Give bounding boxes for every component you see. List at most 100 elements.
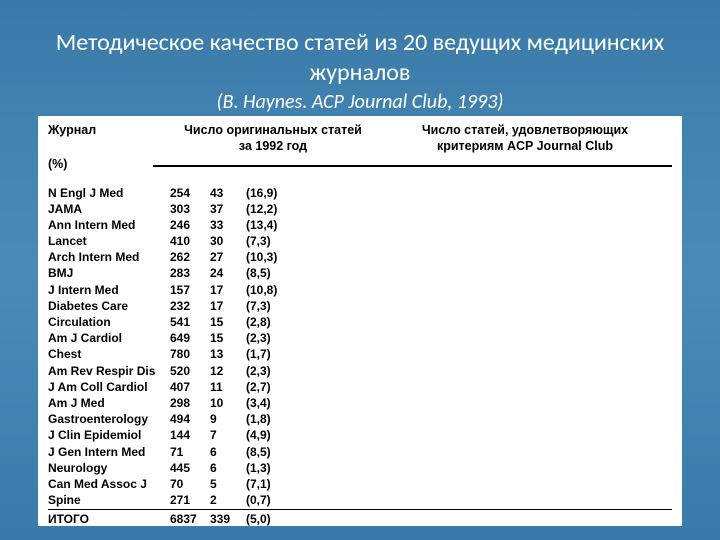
cell-journal: Diabetes Care	[48, 298, 170, 314]
cell-v1: 407	[170, 379, 210, 395]
cell-v2: 43	[210, 185, 246, 201]
cell-v3: (8,5)	[246, 265, 271, 281]
cell-v2: 2	[210, 492, 246, 508]
cell-v1: 283	[170, 265, 210, 281]
table-row: Lancet41030(7,3)	[48, 233, 672, 249]
header-col-criteria-l1: Число статей, удовлетворяющих	[422, 123, 628, 137]
table-row: J Intern Med15717(10,8)	[48, 282, 672, 298]
table-row: J Gen Intern Med716(8,5)	[48, 444, 672, 460]
cell-v3: (8,5)	[246, 444, 271, 460]
table-row: Arch Intern Med26227(10,3)	[48, 249, 672, 265]
cell-journal: Can Med Assoc J	[48, 476, 170, 492]
table-row: Gastroenterology4949(1,8)	[48, 411, 672, 427]
table-row: J Clin Epidemiol1447(4,9)	[48, 427, 672, 443]
cell-journal: Am J Med	[48, 395, 170, 411]
cell-journal: Circulation	[48, 314, 170, 330]
cell-v1: 271	[170, 492, 210, 508]
cell-v1: 144	[170, 427, 210, 443]
cell-journal: Am Rev Respir Dis	[48, 363, 170, 379]
header-pct-row: (%)	[48, 157, 672, 171]
table-row: Am Rev Respir Dis52012(2,3)	[48, 363, 672, 379]
cell-v2: 37	[210, 201, 246, 217]
cell-v3: (1,7)	[246, 346, 271, 362]
cell-v1: 157	[170, 282, 210, 298]
cell-v3: (3,4)	[246, 395, 271, 411]
cell-journal: Neurology	[48, 460, 170, 476]
header-col-journal: Журнал	[48, 122, 168, 155]
cell-v1: 246	[170, 217, 210, 233]
cell-journal: J Am Coll Cardiol	[48, 379, 170, 395]
title-sub: (B. Haynes. ACP Journal Club, 1993)	[50, 90, 670, 114]
cell-v3: (10,3)	[246, 249, 277, 265]
table-row: Chest78013(1,7)	[48, 346, 672, 362]
total-row: ИТОГО 6837 339 (5,0)	[48, 511, 672, 527]
cell-journal: J Intern Med	[48, 282, 170, 298]
cell-v1: 780	[170, 346, 210, 362]
cell-v3: (16,9)	[246, 185, 277, 201]
cell-v1: 649	[170, 330, 210, 346]
table-row: Neurology4456(1,3)	[48, 460, 672, 476]
cell-v1: 520	[170, 363, 210, 379]
header-rule	[153, 165, 672, 167]
cell-v2: 10	[210, 395, 246, 411]
cell-v3: (2,3)	[246, 363, 271, 379]
cell-v3: (1,3)	[246, 460, 271, 476]
cell-v2: 12	[210, 363, 246, 379]
slide: Методическое качество статей из 20 ведущ…	[0, 0, 720, 540]
table-row: Am J Cardiol64915(2,3)	[48, 330, 672, 346]
cell-v2: 6	[210, 460, 246, 476]
total-v3: (5,0)	[246, 511, 271, 527]
table-row: Spine2712(0,7)	[48, 492, 672, 508]
table-row: Circulation54115(2,8)	[48, 314, 672, 330]
cell-v2: 5	[210, 476, 246, 492]
cell-v1: 232	[170, 298, 210, 314]
header-col-original: Число оригинальных статей за 1992 год	[168, 122, 378, 155]
header-col-original-l1: Число оригинальных статей	[184, 123, 362, 137]
header-col-original-l2: за 1992 год	[239, 139, 307, 153]
table-row: Diabetes Care23217(7,3)	[48, 298, 672, 314]
table-row: N Engl J Med25443(16,9)	[48, 185, 672, 201]
cell-v2: 11	[210, 379, 246, 395]
cell-v1: 541	[170, 314, 210, 330]
cell-v1: 254	[170, 185, 210, 201]
cell-journal: Ann Intern Med	[48, 217, 170, 233]
cell-v1: 494	[170, 411, 210, 427]
cell-v1: 298	[170, 395, 210, 411]
total-v2: 339	[210, 511, 246, 527]
cell-v2: 7	[210, 427, 246, 443]
cell-v3: (2,8)	[246, 314, 271, 330]
cell-v3: (7,1)	[246, 476, 271, 492]
total-row-wrap: ИТОГО 6837 339 (5,0)	[48, 511, 672, 527]
table-row: Can Med Assoc J705(7,1)	[48, 476, 672, 492]
cell-v3: (13,4)	[246, 217, 277, 233]
cell-journal: JAMA	[48, 201, 170, 217]
cell-v2: 30	[210, 233, 246, 249]
cell-v2: 33	[210, 217, 246, 233]
table-row: J Am Coll Cardiol40711(2,7)	[48, 379, 672, 395]
cell-journal: J Clin Epidemiol	[48, 427, 170, 443]
cell-v2: 6	[210, 444, 246, 460]
cell-journal: Arch Intern Med	[48, 249, 170, 265]
cell-v2: 17	[210, 298, 246, 314]
cell-journal: Gastroenterology	[48, 411, 170, 427]
cell-v3: (7,3)	[246, 233, 271, 249]
cell-v2: 15	[210, 330, 246, 346]
cell-journal: BMJ	[48, 265, 170, 281]
cell-v3: (4,9)	[246, 427, 271, 443]
total-journal: ИТОГО	[48, 511, 170, 527]
cell-v2: 27	[210, 249, 246, 265]
cell-v2: 15	[210, 314, 246, 330]
cell-journal: Lancet	[48, 233, 170, 249]
cell-v3: (7,3)	[246, 298, 271, 314]
cell-v3: (0,7)	[246, 492, 271, 508]
title-main: Методическое качество статей из 20 ведущ…	[50, 28, 670, 88]
cell-journal: J Gen Intern Med	[48, 444, 170, 460]
title-block: Методическое качество статей из 20 ведущ…	[0, 0, 720, 120]
cell-journal: N Engl J Med	[48, 185, 170, 201]
cell-v2: 24	[210, 265, 246, 281]
table-row: Ann Intern Med24633(13,4)	[48, 217, 672, 233]
total-rule	[48, 509, 672, 510]
cell-v1: 445	[170, 460, 210, 476]
table-row: JAMA30337(12,2)	[48, 201, 672, 217]
table-row: Am J Med29810(3,4)	[48, 395, 672, 411]
